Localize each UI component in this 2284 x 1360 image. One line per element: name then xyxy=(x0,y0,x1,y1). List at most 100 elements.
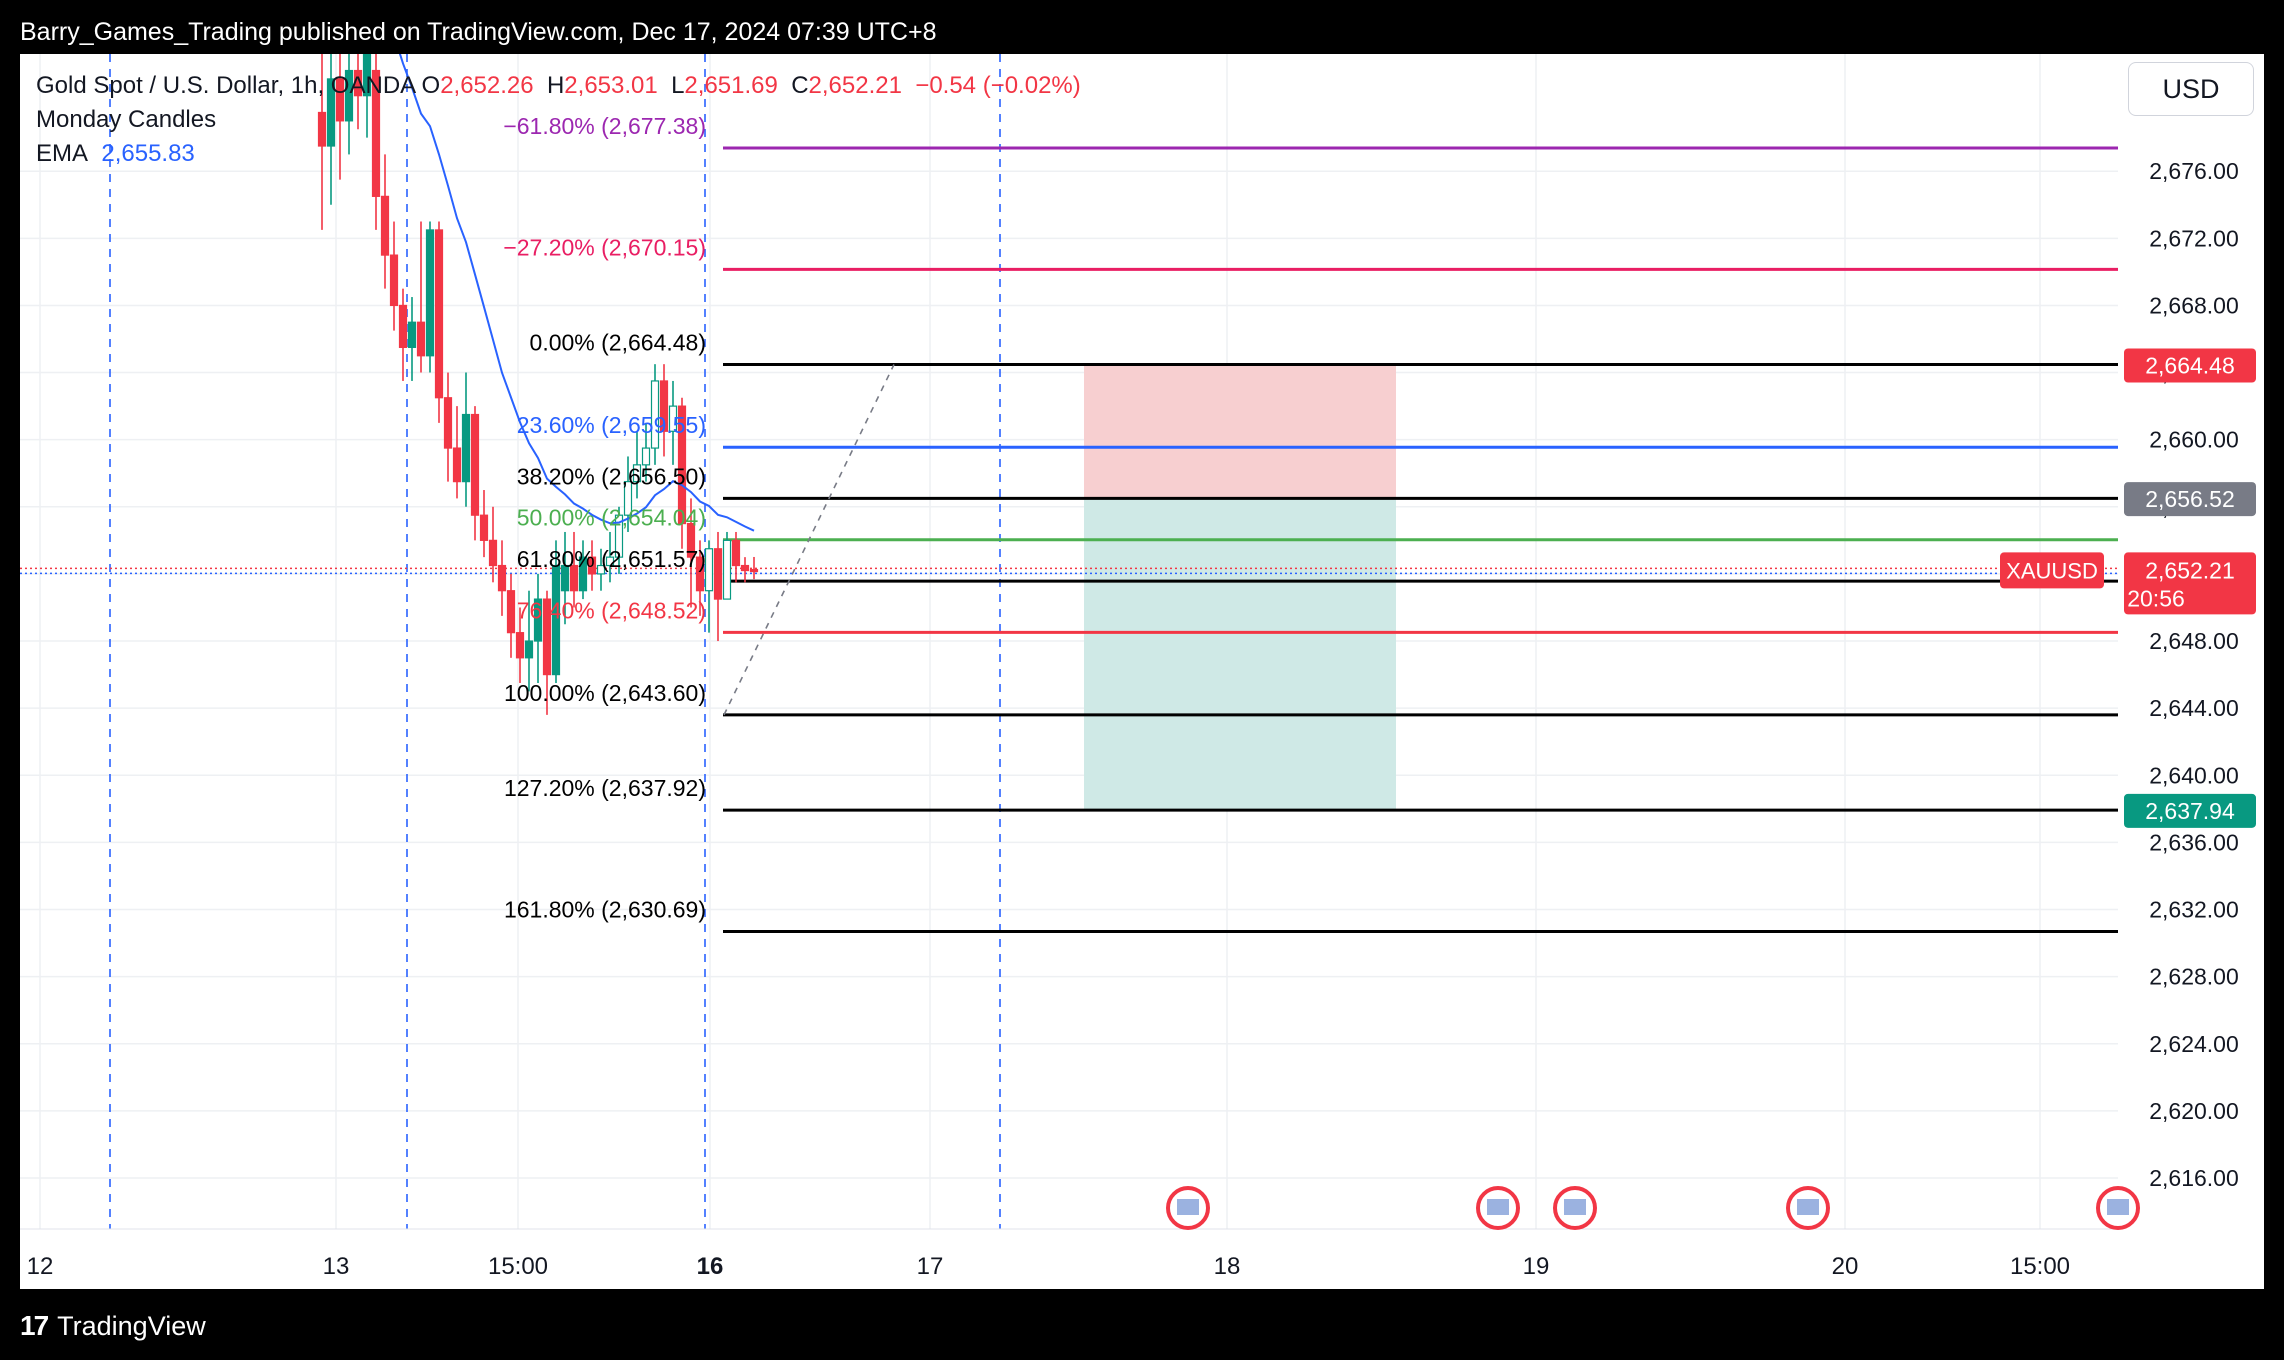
candle-body xyxy=(497,564,507,592)
legend-ohlc-row: Gold Spot / U.S. Dollar, 1h, OANDA O2,65… xyxy=(36,72,1081,100)
legend-open-label: O xyxy=(421,72,441,99)
fib-level-label: −27.20% (2,670.15) xyxy=(503,234,706,260)
chart-area[interactable]: −61.80% (2,677.38) −27.20% (2,670.15) 0.00… xyxy=(20,54,2264,1289)
ema-line xyxy=(398,54,755,532)
time-tick-label: 18 xyxy=(1214,1253,1241,1280)
candle-body xyxy=(524,640,534,659)
symbol-badge-label: XAUUSD xyxy=(2006,558,2098,583)
candle-body xyxy=(722,539,732,600)
candle-body xyxy=(650,380,660,449)
tradingview-logo-icon: 17 xyxy=(20,1310,49,1341)
candle-body xyxy=(596,564,606,575)
candle-body xyxy=(317,111,327,147)
us-flag-stripe xyxy=(1487,1199,1509,1215)
price-tick-label: 2,676.00 xyxy=(2149,158,2239,184)
plot-group xyxy=(20,54,2118,1229)
candle-body xyxy=(668,405,678,432)
candle-body xyxy=(344,69,354,122)
candle-body xyxy=(371,69,381,197)
candle-body xyxy=(587,556,597,575)
candle-body xyxy=(425,229,435,357)
price-tick-label: 2,624.00 xyxy=(2149,1031,2239,1057)
legend-high-label: H xyxy=(546,72,565,99)
legend-change: −0.54 (−0.02%) xyxy=(915,72,1081,99)
price-tick-label: 2,640.00 xyxy=(2149,762,2239,788)
candle-body xyxy=(407,321,417,348)
footer-brand[interactable]: 17 TradingView xyxy=(20,1306,206,1346)
legend-low-value: 2,651.69 xyxy=(684,72,778,99)
fib-level-label: 50.00% (2,654.04) xyxy=(517,505,706,531)
legend-open-value: 2,652.26 xyxy=(440,72,534,99)
candle-body xyxy=(515,632,525,659)
candle-body xyxy=(434,229,444,399)
candle-body xyxy=(551,564,561,676)
candle-body xyxy=(461,413,471,483)
candle-body xyxy=(686,522,696,558)
candle-body xyxy=(533,598,543,642)
price-tick-label: 2,644.00 xyxy=(2149,695,2239,721)
candle-body xyxy=(488,539,498,567)
price-tick-label: 2,632.00 xyxy=(2149,897,2239,923)
candle-body xyxy=(560,564,570,592)
legend-low-label: L xyxy=(671,72,685,99)
fib-level-label: 76.40% (2,648.52) xyxy=(517,597,706,623)
legend-ema-label: EMA xyxy=(36,140,89,167)
legend-ema-row[interactable]: EMA 2,655.83 xyxy=(36,140,195,168)
price-axis-badge xyxy=(2124,348,2256,383)
time-tick-label: 13 xyxy=(323,1253,350,1280)
publish-header: Barry_Games_Trading published on Trading… xyxy=(20,18,937,46)
price-axis-badge-label: 2,656.52 xyxy=(2145,486,2235,512)
fib-level-label: 100.00% (2,643.60) xyxy=(504,680,706,706)
price-tick-label: 2,616.00 xyxy=(2149,1165,2239,1191)
fib-trendline xyxy=(723,364,895,716)
candle-body xyxy=(713,548,723,600)
countdown-label: 20:56 xyxy=(2127,585,2185,611)
price-tick-label: 2,628.00 xyxy=(2149,964,2239,990)
time-tick-label: 19 xyxy=(1523,1253,1550,1280)
legend-indicator-monday-candles[interactable]: Monday Candles xyxy=(36,106,217,133)
candle-body xyxy=(542,598,552,676)
candle-body xyxy=(623,481,633,516)
fib-level-label: −61.80% (2,677.38) xyxy=(503,113,706,139)
candle-body xyxy=(353,69,363,97)
price-tick-label: 2,648.00 xyxy=(2149,628,2239,654)
price-tick-label: 2,672.00 xyxy=(2149,225,2239,251)
symbol-badge xyxy=(2000,552,2104,589)
candle-body xyxy=(479,514,489,541)
candle-body xyxy=(335,78,345,122)
price-tick-label: 2,636.00 xyxy=(2149,829,2239,855)
candle-body xyxy=(470,413,480,516)
candle-body xyxy=(605,556,615,567)
take-profit-zone xyxy=(1084,498,1396,810)
candle-body xyxy=(632,464,642,483)
current-price-label: 2,652.21 xyxy=(2145,557,2235,583)
time-tick-label: 15:00 xyxy=(488,1253,548,1280)
legend-symbol[interactable]: Gold Spot / U.S. Dollar, 1h, OANDA xyxy=(36,72,415,99)
legend-high-value: 2,653.01 xyxy=(564,72,658,99)
time-tick-label: 17 xyxy=(917,1253,944,1280)
chart-svg[interactable]: −61.80% (2,677.38) −27.20% (2,670.15) 0.00… xyxy=(20,54,2264,1289)
currency-button[interactable]: USD xyxy=(2128,62,2254,116)
price-axis-badge-label: 2,637.94 xyxy=(2145,798,2235,824)
price-tick-label: 2,620.00 xyxy=(2149,1098,2239,1124)
fib-level-label: 38.20% (2,656.50) xyxy=(517,463,706,489)
candle-body xyxy=(731,539,741,567)
price-axis-badge xyxy=(2124,482,2256,517)
price-axis-badge xyxy=(2124,793,2256,828)
legend-close-label: C xyxy=(791,72,809,99)
fib-level-label: 61.80% (2,651.57) xyxy=(517,546,706,572)
current-price-badge xyxy=(2124,552,2256,615)
candle-body xyxy=(659,380,669,432)
us-flag-stripe xyxy=(1177,1199,1199,1215)
stop-loss-zone xyxy=(1084,364,1396,499)
candle-body xyxy=(389,254,399,307)
time-tick-label: 16 xyxy=(697,1253,724,1280)
us-flag-stripe xyxy=(1564,1199,1586,1215)
candle-body xyxy=(578,556,588,592)
time-tick-label: 20 xyxy=(1832,1253,1859,1280)
time-tick-label: 15:00 xyxy=(2010,1253,2070,1280)
price-tick-label: 2,660.00 xyxy=(2149,427,2239,453)
candle-body xyxy=(506,590,516,634)
candle-body xyxy=(641,447,651,466)
fib-level-label: 23.60% (2,659.55) xyxy=(517,412,706,438)
